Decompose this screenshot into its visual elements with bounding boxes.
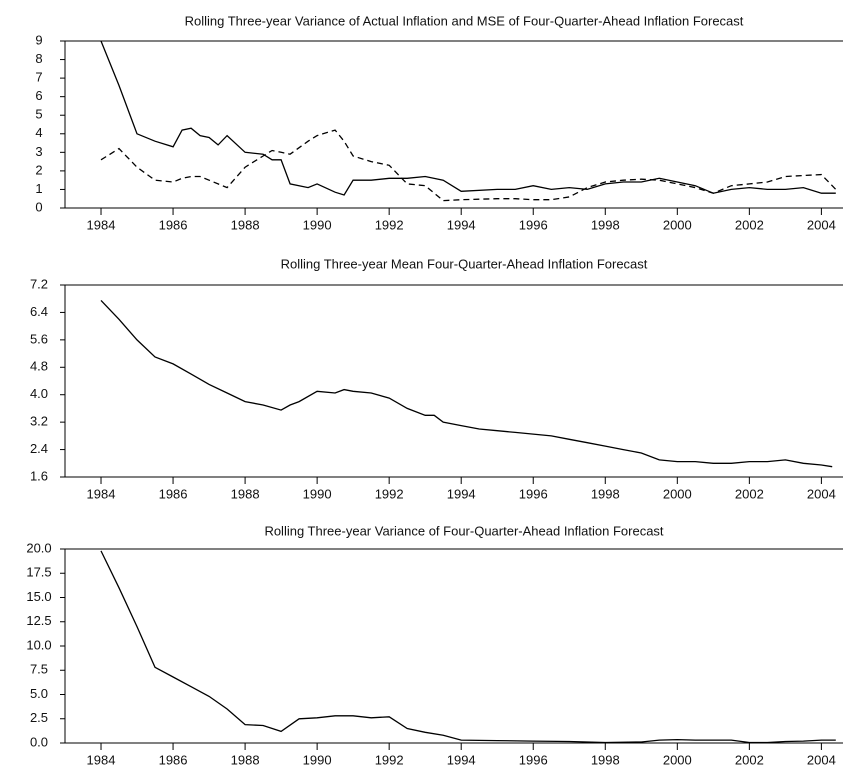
x-tick-label: 1984 [87,486,116,501]
x-tick-label: 1984 [87,217,116,232]
x-tick-label: 2000 [663,752,692,767]
series-line [100,550,836,744]
y-tick-label: 5.6 [30,331,48,346]
y-tick-label: 6.4 [30,304,48,319]
series-line [100,299,833,468]
x-tick-label: 1994 [447,752,476,767]
x-tick-label: 1988 [231,217,260,232]
x-tick-label: 2004 [807,486,836,501]
x-tick-label: 1990 [303,752,332,767]
x-tick-label: 1996 [519,752,548,767]
y-tick-label: 15.0 [26,589,51,604]
y-tick-label: 2.4 [30,441,48,456]
x-tick-label: 1996 [519,217,548,232]
x-tick-label: 1992 [375,752,404,767]
y-tick-label: 8 [35,51,42,66]
x-tick-label: 1998 [591,486,620,501]
x-tick-label: 2004 [807,217,836,232]
y-tick-label: 5 [35,107,42,122]
x-tick-label: 2000 [663,217,692,232]
x-tick-label: 1990 [303,486,332,501]
x-tick-label: 1986 [159,486,188,501]
y-tick-label: 5.0 [30,686,48,701]
x-tick-label: 2002 [735,217,764,232]
x-tick-label: 1998 [591,217,620,232]
x-tick-label: 1988 [231,486,260,501]
y-tick-label: 17.5 [26,565,51,580]
y-tick-label: 0 [35,199,42,214]
y-tick-label: 2.5 [30,710,48,725]
x-tick-label: 1998 [591,752,620,767]
chart-title: Rolling Three-year Variance of Actual In… [185,13,744,28]
series-line [100,40,836,196]
y-tick-label: 4.0 [30,386,48,401]
x-tick-label: 2000 [663,486,692,501]
x-tick-label: 1992 [375,217,404,232]
y-tick-label: 9 [35,32,42,47]
x-tick-label: 1990 [303,217,332,232]
y-tick-label: 4 [35,125,42,140]
y-tick-label: 3.2 [30,414,48,429]
x-tick-label: 2002 [735,486,764,501]
y-tick-label: 0.0 [30,734,48,749]
x-tick-label: 1994 [447,217,476,232]
y-tick-label: 7.2 [30,276,48,291]
x-tick-label: 2002 [735,752,764,767]
y-tick-label: 7.5 [30,662,48,677]
x-tick-label: 1984 [87,752,116,767]
x-tick-label: 1988 [231,752,260,767]
series-line [100,129,837,202]
y-tick-label: 1.6 [30,468,48,483]
x-tick-label: 2004 [807,752,836,767]
x-tick-label: 1994 [447,486,476,501]
x-tick-label: 1996 [519,486,548,501]
y-tick-label: 12.5 [26,613,51,628]
y-tick-label: 3 [35,144,42,159]
y-tick-label: 7 [35,70,42,85]
x-tick-label: 1992 [375,486,404,501]
x-tick-label: 1986 [159,217,188,232]
y-tick-label: 4.8 [30,359,48,374]
y-tick-label: 10.0 [26,637,51,652]
y-tick-label: 6 [35,88,42,103]
y-tick-label: 20.0 [26,540,51,555]
y-tick-label: 2 [35,162,42,177]
chart-title: Rolling Three-year Variance of Four-Quar… [264,523,663,538]
x-tick-label: 1986 [159,752,188,767]
y-tick-label: 1 [35,181,42,196]
chart-title: Rolling Three-year Mean Four-Quarter-Ahe… [281,256,648,271]
